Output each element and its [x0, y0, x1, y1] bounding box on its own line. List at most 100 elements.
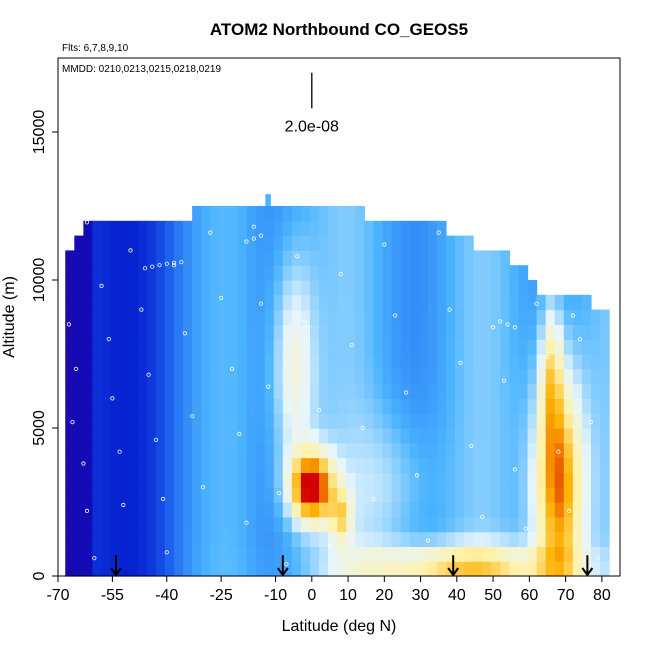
heatmap-cell [146, 428, 157, 444]
heatmap-cell [445, 546, 456, 562]
heatmap-cell [174, 368, 184, 385]
heatmap-cell [464, 265, 474, 281]
heatmap-cell [183, 428, 193, 444]
heatmap-cell [527, 354, 538, 370]
heatmap-cell [183, 457, 193, 473]
heatmap-cell [110, 368, 121, 385]
heatmap-cell [246, 206, 257, 222]
heatmap-cell [155, 235, 166, 251]
heatmap-cell [400, 487, 411, 503]
heatmap-cell [509, 561, 520, 577]
heatmap-cell [491, 294, 501, 311]
heatmap-cell [146, 561, 157, 577]
heatmap-cell [590, 309, 601, 325]
heatmap-cell [228, 324, 239, 340]
heatmap-cell [201, 250, 211, 266]
heatmap-cell [518, 368, 529, 385]
heatmap-cell [101, 368, 112, 385]
heatmap-cell [201, 487, 211, 503]
heatmap-cell [455, 250, 465, 266]
heatmap-cell [146, 220, 157, 237]
heatmap-cell [101, 294, 112, 311]
heatmap-cell [246, 472, 257, 488]
heatmap-cell [174, 294, 184, 311]
heatmap-cell [201, 531, 211, 547]
heatmap-cell [219, 265, 230, 281]
heatmap-cell [355, 516, 365, 533]
heatmap-cell [119, 428, 130, 444]
heatmap-cell [545, 294, 556, 311]
heatmap-cell [382, 442, 393, 459]
heatmap-cell [346, 487, 356, 503]
heatmap-cell [427, 428, 438, 444]
heatmap-cell [65, 309, 75, 325]
x-tick-label: 60 [520, 587, 538, 604]
sample-point [447, 307, 452, 312]
heatmap-cell [518, 294, 529, 311]
x-axis-label: Latitude (deg N) [282, 618, 397, 635]
heatmap-cell [536, 487, 547, 503]
heatmap-cell [590, 502, 601, 518]
heatmap-cell [255, 235, 266, 251]
heatmap-cell [174, 487, 184, 503]
heatmap-cell [382, 546, 393, 562]
heatmap-cell [210, 383, 220, 399]
heatmap-cell [581, 309, 592, 325]
heatmap-cell [74, 442, 84, 459]
heatmap-cell [355, 546, 365, 562]
heatmap-cell [355, 324, 365, 340]
heatmap-cell [527, 339, 538, 355]
heatmap-cell [319, 309, 329, 325]
heatmap-cell [545, 383, 556, 399]
x-tick-label: -70 [46, 587, 69, 604]
heatmap-cell [600, 442, 610, 459]
heatmap-cell [418, 280, 429, 296]
heatmap-cell [237, 339, 248, 355]
heatmap-cell [74, 561, 84, 577]
heatmap-cell [101, 339, 112, 355]
heatmap-cell [65, 413, 75, 429]
heatmap-cell [391, 457, 402, 473]
heatmap-cell [436, 413, 447, 429]
heatmap-cell [427, 413, 438, 429]
heatmap-cell [581, 546, 592, 562]
heatmap-cell [373, 442, 384, 459]
x-tick-label: -55 [101, 587, 124, 604]
heatmap-cell [509, 487, 520, 503]
flight-arrow-head [110, 567, 122, 577]
heatmap-cell [300, 235, 311, 251]
heatmap-cell [337, 294, 347, 311]
heatmap-cell [427, 265, 438, 281]
heatmap-cell [273, 472, 284, 488]
heatmap-cell [137, 442, 148, 459]
heatmap-cell [427, 324, 438, 340]
heatmap-cell [228, 206, 239, 222]
heatmap-cell [337, 428, 347, 444]
heatmap-cell [137, 487, 148, 503]
heatmap-cell [155, 354, 166, 370]
heatmap-cell [110, 250, 121, 266]
heatmap-cell [92, 250, 103, 266]
heatmap-cell [264, 250, 275, 266]
heatmap-cell [264, 206, 275, 222]
heatmap-cell [418, 383, 429, 399]
heatmap-cell [155, 442, 166, 459]
heatmap-cell [164, 220, 175, 237]
heatmap-cell [364, 309, 375, 325]
heatmap-cell [264, 280, 275, 296]
heatmap-cell [455, 368, 465, 385]
heatmap-cell [74, 546, 84, 562]
heatmap-cell [155, 294, 166, 311]
heatmap-cell [309, 220, 320, 237]
heatmap-cell [400, 561, 411, 577]
heatmap-cell [246, 324, 257, 340]
heatmap-cell [482, 354, 492, 370]
heatmap-cell [282, 546, 293, 562]
heatmap-cell [300, 265, 311, 281]
heatmap-cell [201, 472, 211, 488]
heatmap-cell [337, 487, 347, 503]
heatmap-cell [590, 546, 601, 562]
heatmap-cell [164, 265, 175, 281]
heatmap-cell [554, 502, 565, 518]
heatmap-cell [300, 354, 311, 370]
